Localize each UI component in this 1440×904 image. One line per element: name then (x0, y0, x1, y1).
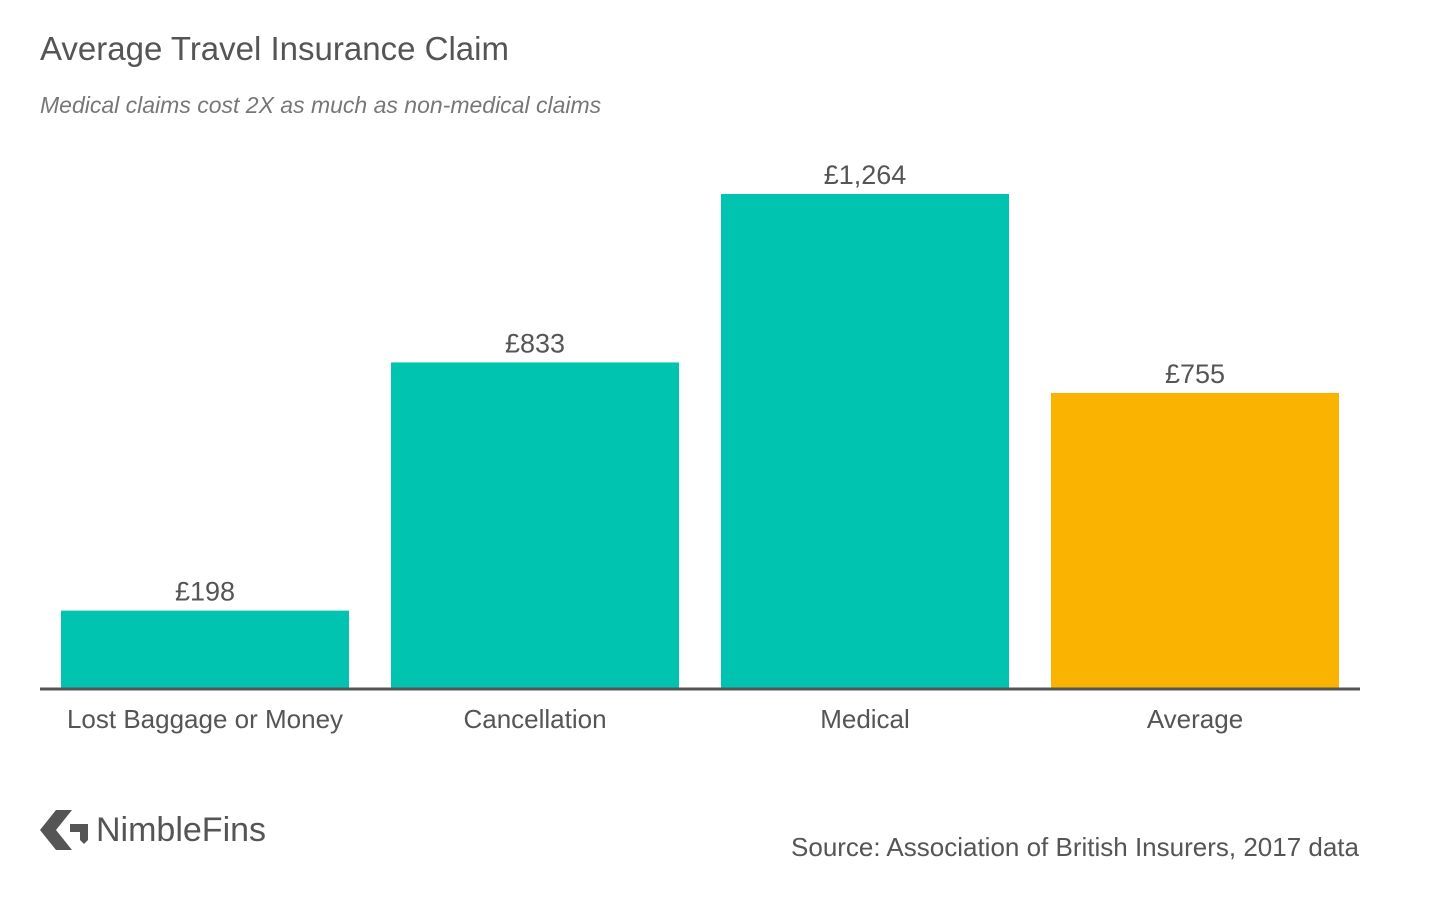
category-label-medical: Medical (820, 704, 910, 734)
value-label-cancellation: £833 (505, 328, 565, 358)
brand-logo: NimbleFins (40, 808, 266, 852)
value-label-lost-baggage-or-money: £198 (175, 577, 235, 607)
bar-cancellation (391, 362, 679, 688)
source-note: Source: Association of British Insurers,… (791, 832, 1359, 862)
bar-average (1051, 392, 1339, 688)
category-label-lost-baggage-or-money: Lost Baggage or Money (67, 704, 343, 734)
value-label-medical: £1,264 (824, 160, 907, 190)
bar-medical (721, 194, 1009, 688)
value-label-average: £755 (1165, 359, 1225, 389)
category-label-cancellation: Cancellation (463, 704, 606, 734)
bar-lost-baggage-or-money (61, 610, 349, 688)
nimblefins-arrow-icon (40, 810, 88, 850)
chart-subtitle: Medical claims cost 2X as much as non-me… (40, 92, 602, 118)
logo-text: NimbleFins (96, 810, 267, 849)
chart-title: Average Travel Insurance Claim (40, 30, 509, 67)
category-label-average: Average (1147, 704, 1243, 734)
